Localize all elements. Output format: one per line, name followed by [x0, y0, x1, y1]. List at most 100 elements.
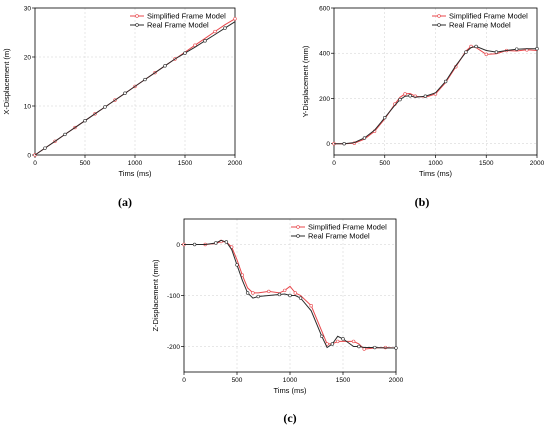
series-point-0 — [283, 288, 287, 293]
series-point-0 — [251, 291, 255, 295]
x-axis-label: Tims (ms) — [419, 169, 453, 178]
series-point-1 — [443, 79, 448, 84]
series-point-1 — [362, 136, 367, 140]
y-tick-label: 0 — [27, 152, 31, 159]
x-tick-label: 0 — [33, 160, 37, 167]
panel-caption: (a) — [118, 195, 132, 209]
legend-marker-1 — [135, 23, 139, 27]
series-point-1 — [298, 296, 303, 300]
series-point-1 — [342, 141, 346, 146]
x-tick-label: 1000 — [128, 160, 143, 167]
series-point-0 — [293, 291, 297, 295]
chart-panel-1: 0 500 1000 1500 2000 0 200 400 600 Tims (ms) Y-Dis… — [301, 5, 545, 209]
series-point-1 — [63, 132, 67, 137]
series-point-1 — [43, 146, 47, 150]
series-point-0 — [362, 347, 366, 351]
legend-marker-1 — [437, 23, 441, 27]
series-line-1 — [334, 45, 537, 145]
x-tick-label: 500 — [379, 160, 390, 167]
series-point-1 — [103, 105, 107, 109]
series-point-1 — [183, 51, 187, 55]
legend-marker-1 — [296, 234, 300, 238]
series-point-1 — [464, 50, 468, 54]
series-point-0 — [267, 289, 271, 294]
legend-marker-0 — [437, 14, 441, 18]
series-point-1 — [192, 242, 197, 247]
x-tick-label: 1500 — [178, 160, 193, 167]
series-point-1 — [288, 293, 292, 298]
series-point-1 — [357, 344, 361, 349]
y-tick-label: 200 — [319, 96, 330, 103]
y-tick-label: 400 — [319, 51, 330, 58]
legend-label-0: Simplified Frame Model — [308, 223, 387, 232]
series-point-1 — [474, 44, 478, 49]
series-point-1 — [341, 337, 345, 341]
series-point-1 — [535, 47, 539, 51]
series-point-1 — [408, 94, 412, 98]
panel-caption: (c) — [283, 411, 296, 425]
x-tick-label: 0 — [332, 160, 336, 167]
legend-label-1: Real Frame Model — [308, 232, 370, 241]
y-tick-label: 20 — [24, 54, 32, 61]
series-point-1 — [83, 118, 87, 123]
x-tick-label: 500 — [80, 160, 91, 167]
legend-marker-0 — [135, 14, 139, 18]
series-point-0 — [233, 17, 237, 21]
series-point-1 — [256, 294, 260, 299]
series-point-1 — [373, 345, 377, 350]
series-point-0 — [309, 304, 313, 308]
legend-label-0: Simplified Frame Model — [449, 12, 528, 21]
y-tick-label: 10 — [24, 103, 32, 110]
series-point-1 — [143, 77, 147, 82]
series-point-1 — [398, 97, 402, 102]
x-tick-label: 2000 — [228, 160, 243, 167]
y-axis-label: X-Displacement (m) — [2, 48, 11, 115]
x-tick-label: 0 — [182, 377, 186, 384]
y-tick-label: 0 — [326, 141, 330, 148]
series-point-1 — [214, 241, 218, 245]
series-point-1 — [203, 39, 207, 43]
series-point-1 — [277, 292, 282, 297]
y-axis-label: Y-Displacement (mm) — [301, 45, 310, 117]
series-point-1 — [494, 50, 499, 54]
series-point-1 — [123, 91, 127, 95]
series-point-1 — [235, 263, 239, 267]
legend-label-0: Simplified Frame Model — [147, 12, 226, 21]
series-point-1 — [330, 342, 335, 346]
y-tick-label: 600 — [319, 5, 330, 12]
x-tick-label: 1500 — [479, 160, 494, 167]
y-tick-label: -100 — [167, 293, 180, 300]
series-point-1 — [394, 346, 398, 350]
series-point-1 — [514, 47, 519, 51]
series-point-0 — [351, 339, 356, 344]
series-point-1 — [245, 291, 250, 295]
series-point-0 — [403, 92, 407, 96]
x-axis-label: Tims (ms) — [273, 386, 307, 395]
legend-label-1: Real Frame Model — [449, 21, 511, 30]
series-point-1 — [320, 334, 324, 338]
legend-label-1: Real Frame Model — [147, 21, 209, 30]
y-tick-label: 30 — [24, 5, 32, 12]
y-tick-label: 0 — [176, 242, 180, 249]
x-axis-label: Tims (ms) — [118, 169, 152, 178]
series-point-0 — [484, 52, 488, 57]
series-point-1 — [223, 26, 227, 30]
series-point-1 — [163, 64, 167, 68]
x-tick-label: 2000 — [530, 160, 545, 167]
x-tick-label: 2000 — [389, 377, 404, 384]
series-point-1 — [224, 240, 229, 244]
series-point-1 — [383, 115, 387, 120]
series-point-0 — [213, 29, 217, 34]
x-tick-label: 1000 — [283, 377, 298, 384]
x-tick-label: 1000 — [428, 160, 443, 167]
series-point-1 — [423, 94, 428, 98]
x-tick-label: 1500 — [336, 377, 351, 384]
series-point-0 — [336, 339, 340, 344]
y-tick-label: -200 — [167, 344, 180, 351]
series-line-1 — [34, 21, 236, 156]
y-axis-label: Z-Displacement (mm) — [151, 259, 160, 332]
chart-panel-0: 0 500 1000 1500 2000 0 10 20 30 Tims (ms) X-Displa… — [2, 5, 243, 209]
series-line-0 — [334, 45, 538, 145]
x-tick-label: 500 — [232, 377, 243, 384]
